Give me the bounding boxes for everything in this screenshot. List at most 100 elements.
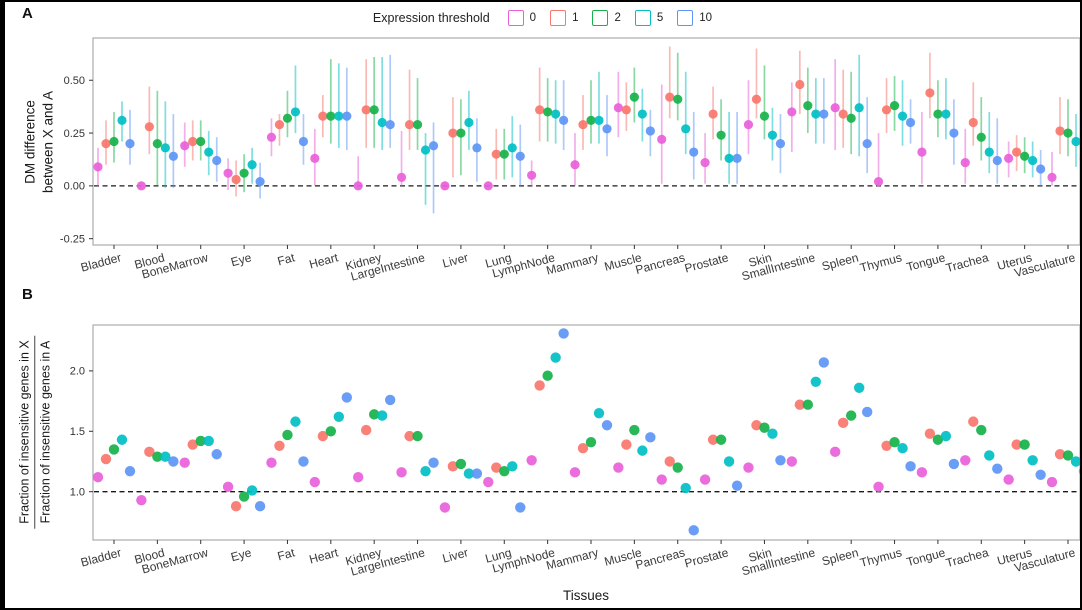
data-point bbox=[811, 109, 821, 119]
data-point bbox=[743, 462, 754, 473]
data-point bbox=[949, 128, 959, 138]
data-point bbox=[984, 450, 995, 461]
data-point bbox=[298, 136, 309, 147]
x-tick-label: Thymus bbox=[858, 250, 903, 275]
data-point bbox=[483, 181, 493, 191]
data-point bbox=[569, 467, 581, 478]
data-point bbox=[231, 174, 241, 185]
data-point bbox=[602, 124, 612, 134]
data-point bbox=[861, 406, 873, 418]
data-point bbox=[551, 109, 561, 119]
data-point bbox=[384, 394, 396, 406]
x-tick-label: Spleen bbox=[820, 250, 860, 273]
data-point bbox=[246, 485, 258, 496]
data-point bbox=[1004, 153, 1014, 163]
data-point bbox=[455, 458, 467, 470]
data-point bbox=[543, 107, 553, 117]
data-point bbox=[527, 170, 537, 180]
data-point bbox=[707, 434, 719, 445]
legend-item-label: 2 bbox=[614, 12, 621, 24]
data-point bbox=[873, 177, 884, 187]
data-point bbox=[507, 461, 518, 472]
data-point bbox=[881, 440, 892, 451]
data-point bbox=[124, 465, 136, 477]
legend-key-swatch-icon bbox=[507, 10, 524, 26]
data-point bbox=[160, 451, 171, 462]
y-tick-label: 0.25 bbox=[64, 128, 85, 140]
data-point bbox=[731, 480, 743, 491]
data-point bbox=[447, 461, 459, 472]
data-point bbox=[101, 139, 111, 149]
data-point bbox=[775, 139, 786, 149]
legend-item-10: 10 bbox=[677, 10, 712, 26]
data-point bbox=[136, 494, 147, 506]
data-point bbox=[168, 456, 179, 467]
data-point bbox=[613, 462, 624, 473]
y-tick-label: 0.00 bbox=[64, 181, 85, 193]
data-point bbox=[992, 155, 1002, 166]
data-point bbox=[759, 111, 770, 121]
data-point bbox=[601, 420, 613, 431]
data-point bbox=[290, 416, 301, 427]
series-threshold-10 bbox=[125, 54, 1080, 214]
data-point bbox=[976, 132, 986, 142]
data-point bbox=[448, 128, 458, 138]
data-point bbox=[948, 458, 960, 470]
data-point bbox=[377, 117, 387, 128]
data-point bbox=[732, 153, 742, 163]
data-point bbox=[873, 481, 884, 493]
data-point bbox=[325, 426, 337, 437]
data-point bbox=[708, 109, 718, 119]
data-point bbox=[794, 399, 806, 410]
data-point bbox=[290, 107, 301, 117]
data-point bbox=[204, 147, 214, 157]
x-tick-label: Liver bbox=[441, 250, 470, 270]
x-tick-label: Trachea bbox=[944, 250, 990, 275]
legend-item-label: 10 bbox=[699, 12, 713, 24]
data-point bbox=[613, 103, 623, 113]
data-point bbox=[212, 155, 222, 166]
data-point bbox=[941, 109, 951, 119]
data-point bbox=[558, 328, 569, 339]
data-point bbox=[940, 430, 952, 442]
data-point bbox=[838, 109, 848, 119]
data-point bbox=[715, 434, 727, 445]
data-point bbox=[144, 446, 155, 458]
data-point bbox=[932, 434, 944, 445]
data-point bbox=[491, 462, 502, 473]
data-point bbox=[862, 139, 872, 149]
data-point bbox=[837, 417, 849, 429]
data-point bbox=[1046, 476, 1058, 488]
data-point bbox=[621, 439, 632, 450]
data-point bbox=[238, 491, 250, 502]
data-point bbox=[759, 422, 770, 433]
y-tick-label: 2.0 bbox=[70, 366, 85, 378]
data-point bbox=[412, 120, 423, 130]
data-point bbox=[905, 461, 916, 472]
data-point bbox=[829, 446, 841, 458]
legend-item-1: 1 bbox=[550, 10, 578, 26]
data-point bbox=[853, 382, 865, 394]
data-point bbox=[125, 139, 135, 149]
series-threshold-2 bbox=[109, 52, 1073, 193]
data-point bbox=[968, 416, 979, 427]
series-threshold-1 bbox=[100, 380, 1066, 512]
data-point bbox=[428, 457, 439, 468]
data-point bbox=[665, 92, 675, 102]
data-point bbox=[637, 445, 648, 456]
data-point bbox=[266, 132, 277, 142]
data-point bbox=[361, 105, 371, 115]
data-point bbox=[412, 430, 423, 442]
x-tick-label: Heart bbox=[308, 250, 341, 271]
data-point bbox=[810, 376, 822, 387]
data-point bbox=[534, 380, 545, 391]
data-point bbox=[743, 120, 754, 130]
legend-key-swatch-icon bbox=[592, 10, 609, 26]
data-point bbox=[499, 465, 510, 477]
data-point bbox=[992, 463, 1003, 474]
data-point bbox=[845, 410, 857, 421]
data-point bbox=[92, 471, 104, 483]
legend-key-swatch-icon bbox=[634, 10, 651, 26]
panel-a-label: A bbox=[22, 5, 33, 22]
data-point bbox=[266, 457, 277, 468]
